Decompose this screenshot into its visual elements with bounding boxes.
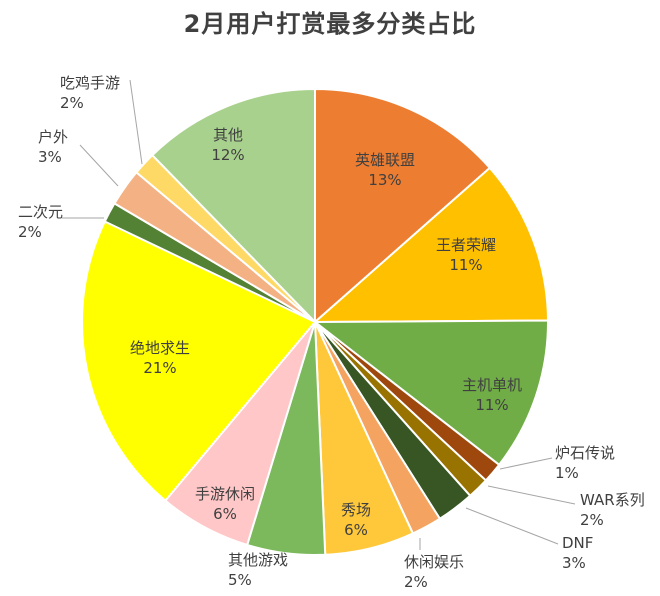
slice-label-name-12: 户外 xyxy=(38,128,68,146)
slice-label-name-4: WAR系列 xyxy=(580,491,645,509)
slice-label-name-7: 秀场 xyxy=(341,501,371,519)
slice-label-pct-0: 13% xyxy=(368,171,401,189)
slice-label-pct-9: 6% xyxy=(213,505,237,523)
slice-label-name-5: DNF xyxy=(562,534,593,552)
slice-label-pct-13: 2% xyxy=(60,94,84,112)
slice-label-pct-6: 2% xyxy=(404,573,428,591)
slice-label-name-1: 王者荣耀 xyxy=(436,236,496,254)
pie-slice-2 xyxy=(312,319,550,467)
slice-label-name-8: 其他游戏 xyxy=(228,551,288,569)
chart-title: 2月用户打赏最多分类占比 xyxy=(183,10,477,38)
slice-label-name-14: 其他 xyxy=(213,126,243,144)
leader-line-5 xyxy=(465,507,559,545)
slice-label-pct-1: 11% xyxy=(449,256,482,274)
slice-label-pct-14: 12% xyxy=(211,146,244,164)
slice-label-pct-2: 11% xyxy=(475,396,508,414)
slice-label-name-0: 英雄联盟 xyxy=(355,151,415,169)
slice-label-pct-10: 21% xyxy=(143,359,176,377)
leader-line-4 xyxy=(487,485,576,505)
leader-line-13 xyxy=(129,79,143,165)
slice-label-pct-3: 1% xyxy=(555,464,579,482)
pie-slice-0 xyxy=(314,87,492,325)
slice-label-pct-12: 3% xyxy=(38,148,62,166)
leader-line-12 xyxy=(79,144,119,187)
slice-label-name-9: 手游休闲 xyxy=(195,485,255,503)
leader-line-3 xyxy=(499,457,553,470)
slice-label-name-10: 绝地求生 xyxy=(130,339,190,357)
slice-label-pct-8: 5% xyxy=(228,571,252,589)
slice-label-pct-5: 3% xyxy=(562,554,586,572)
slice-label-name-11: 二次元 xyxy=(18,203,63,221)
slice-label-name-6: 休闲娱乐 xyxy=(404,553,464,571)
slice-label-pct-4: 2% xyxy=(580,511,604,529)
pie-slice-1 xyxy=(312,166,550,324)
pie-slice-14 xyxy=(150,87,316,325)
slice-label-pct-7: 6% xyxy=(344,521,368,539)
pie-slice-10 xyxy=(81,220,317,502)
slice-label-pct-11: 2% xyxy=(18,223,42,241)
slice-label-name-2: 主机单机 xyxy=(462,376,522,394)
slice-label-name-3: 炉石传说 xyxy=(555,444,615,462)
slice-label-name-13: 吃鸡手游 xyxy=(60,74,120,92)
